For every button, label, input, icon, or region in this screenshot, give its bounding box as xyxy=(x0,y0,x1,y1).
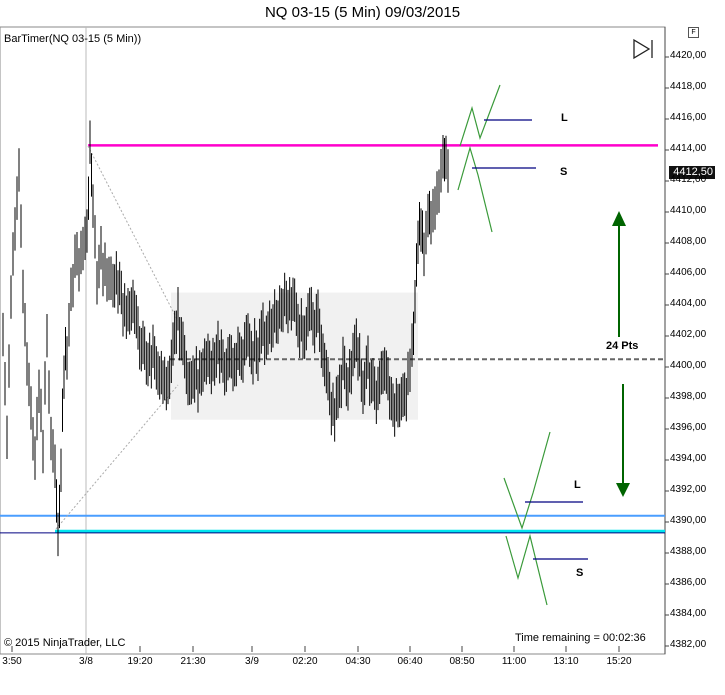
y-tick-label: 4390,00 xyxy=(670,515,707,526)
y-tick-label: 4396,00 xyxy=(670,422,707,433)
indicator-label: BarTimer(NQ 03-15 (5 Min)) xyxy=(4,33,142,45)
y-tick-label: 4416,00 xyxy=(670,112,707,123)
y-tick-label: 4414,00 xyxy=(670,143,707,154)
y-tick-label: 4398,00 xyxy=(670,391,707,402)
chart-title: NQ 03-15 (5 Min) 09/03/2015 xyxy=(264,4,461,21)
y-axis-area xyxy=(665,27,725,654)
play-end-icon[interactable] xyxy=(633,38,653,60)
x-tick-label: 3/8 xyxy=(79,656,93,667)
lower-short-zigzag xyxy=(505,533,548,606)
x-ticks xyxy=(11,646,620,652)
y-tick-label: 4388,00 xyxy=(670,546,707,557)
y-tick-label: 4408,00 xyxy=(670,236,707,247)
x-tick-label: 13:10 xyxy=(553,656,579,667)
y-tick-label: 4412,00 xyxy=(670,174,707,185)
triangle-guide-line xyxy=(87,145,179,322)
range-points-label: 24 Pts xyxy=(606,340,639,352)
upper-long-zigzag xyxy=(459,84,501,147)
x-tick-label: 11:00 xyxy=(501,656,527,667)
x-tick-label: 19:20 xyxy=(127,656,153,667)
lower-short-label: S xyxy=(576,567,584,579)
x-tick-label: 04:30 xyxy=(345,656,371,667)
format-icon[interactable]: F xyxy=(688,27,699,38)
x-tick-label: 06:40 xyxy=(397,656,423,667)
y-tick-label: 4382,00 xyxy=(670,639,707,650)
y-tick-label: 4420,00 xyxy=(670,50,707,61)
y-tick-label: 4410,00 xyxy=(670,205,707,216)
lower-long-label: L xyxy=(574,479,581,491)
x-tick-label: 3:50 xyxy=(2,656,22,667)
x-tick-label: 21:30 xyxy=(180,656,206,667)
last-price-tag: 4412,50 xyxy=(669,166,715,179)
x-tick-label: 08:50 xyxy=(449,656,475,667)
y-ticks xyxy=(665,56,669,647)
triangle-guide-line xyxy=(55,384,179,530)
y-tick-label: 4384,00 xyxy=(670,608,707,619)
y-tick-label: 4402,00 xyxy=(670,329,707,340)
y-tick-label: 4392,00 xyxy=(670,484,707,495)
y-tick-label: 4394,00 xyxy=(670,453,707,464)
y-tick-label: 4400,00 xyxy=(670,360,707,371)
x-tick-label: 3/9 xyxy=(245,656,259,667)
y-tick-label: 4418,00 xyxy=(670,81,707,92)
time-remaining: Time remaining = 00:02:36 xyxy=(515,632,646,644)
copyright-label: © 2015 NinjaTrader, LLC xyxy=(4,637,126,649)
y-tick-label: 4406,00 xyxy=(670,267,707,278)
upper-short-zigzag xyxy=(457,145,493,233)
lower-long-zigzag xyxy=(503,431,551,530)
up-arrow-head xyxy=(612,211,626,226)
upper-short-label: S xyxy=(560,166,568,178)
y-tick-label: 4386,00 xyxy=(670,577,707,588)
x-tick-label: 02:20 xyxy=(292,656,318,667)
down-arrow-head xyxy=(616,483,630,497)
x-tick-label: 15:20 xyxy=(606,656,632,667)
upper-long-label: L xyxy=(561,112,568,124)
y-tick-label: 4404,00 xyxy=(670,298,707,309)
